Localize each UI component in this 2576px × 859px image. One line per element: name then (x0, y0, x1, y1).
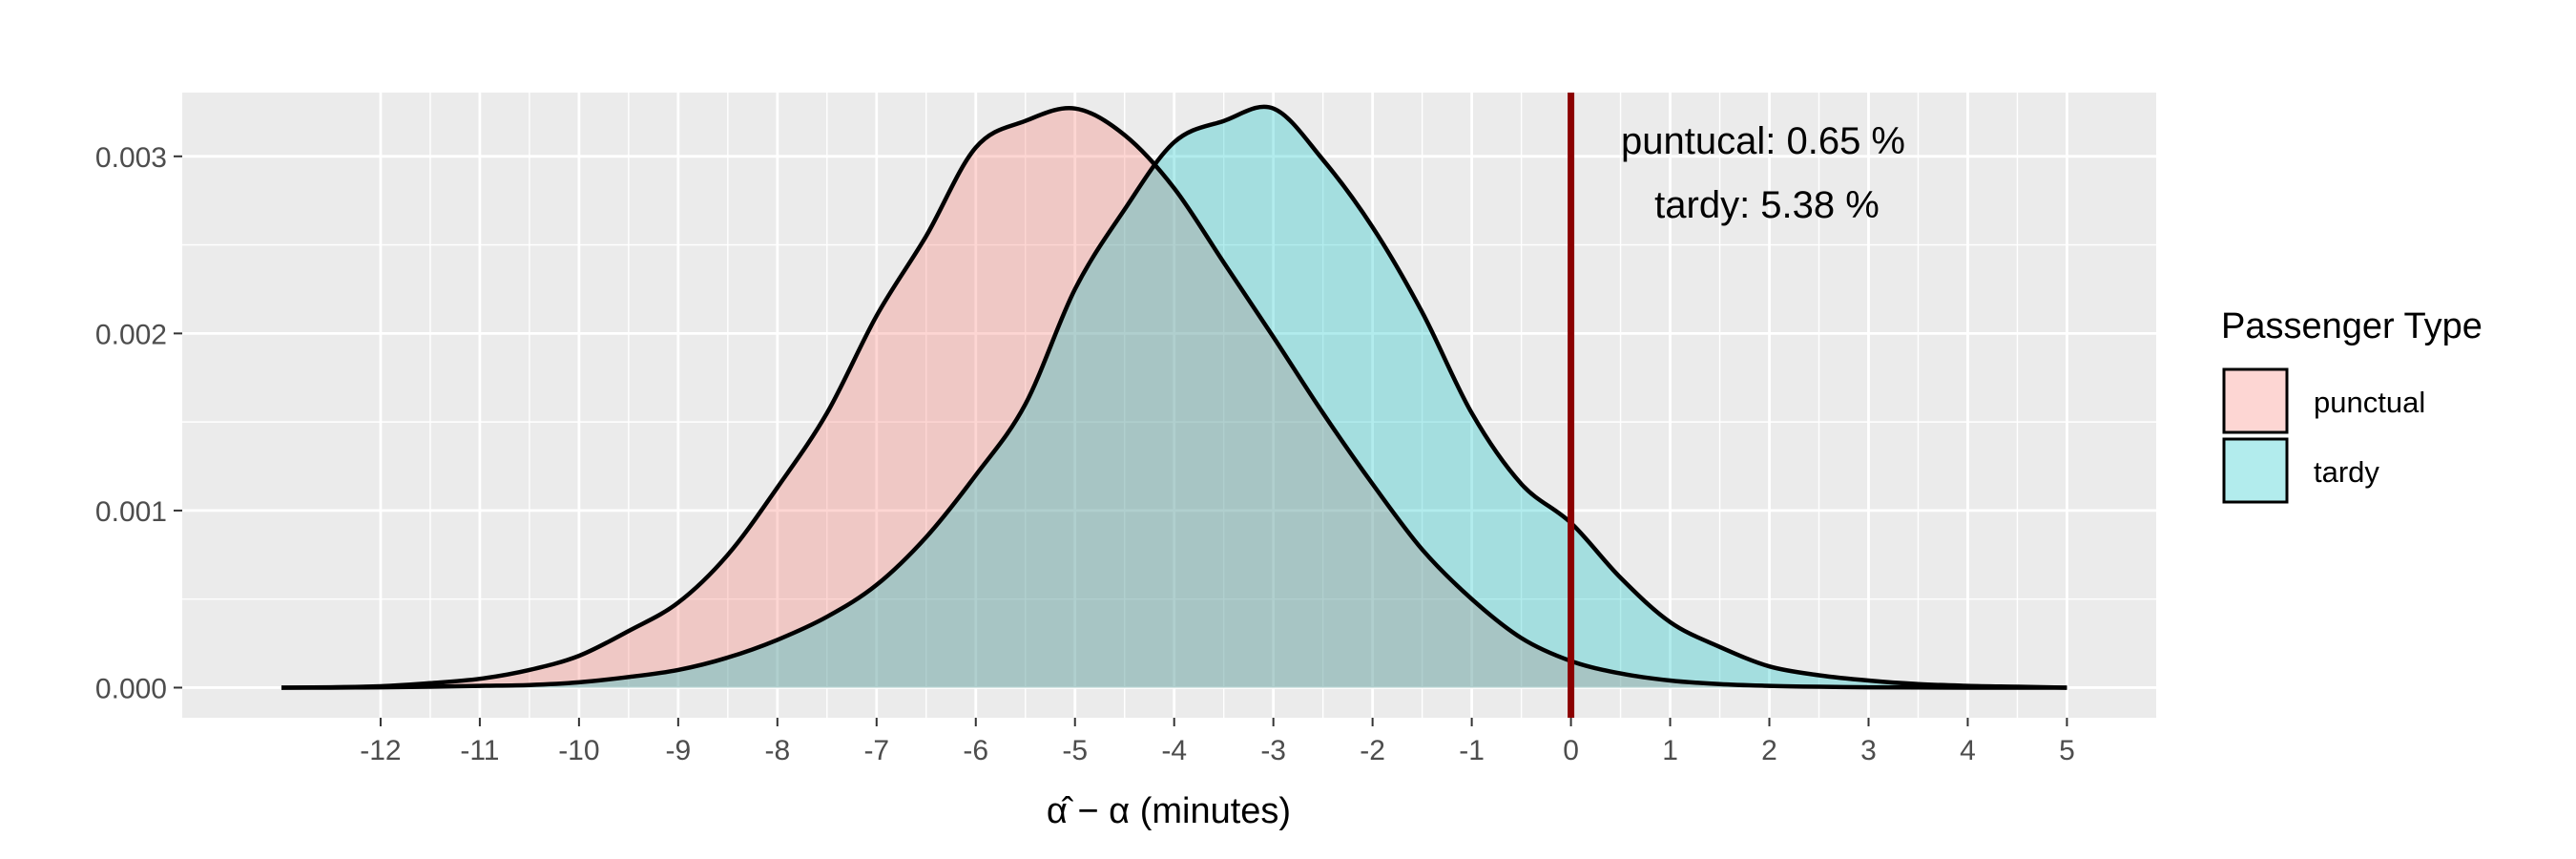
legend-key-tardy (2222, 437, 2289, 504)
legend-label-punctual: punctual (2314, 386, 2425, 419)
density-area-tardy (281, 106, 2067, 688)
legend-title: Passenger Type (2221, 306, 2483, 346)
x-tick-label: -7 (863, 735, 889, 766)
x-tick-label: -4 (1161, 735, 1187, 766)
density-line-tardy (281, 104, 2067, 690)
x-axis-title: α̂ − α (minutes) (1047, 791, 1291, 831)
panel-background (182, 93, 2156, 718)
minor-gridlines (182, 93, 2156, 718)
annotation-punctual: puntucal: 0.65 % (1621, 120, 1905, 162)
major-gridlines (182, 93, 2156, 718)
y-tick-label: 0.002 (95, 319, 167, 350)
x-tick-label: 1 (1662, 735, 1678, 766)
density-lines (280, 104, 2067, 690)
x-tick-label: 2 (1761, 735, 1777, 766)
legend-key-punctual (2222, 367, 2289, 434)
y-axis-ticks: 0.000 0.001 0.002 0.003 (95, 142, 182, 704)
x-tick-label: -1 (1459, 735, 1485, 766)
legend-label-tardy: tardy (2314, 455, 2379, 489)
x-tick-label: 4 (1960, 735, 1976, 766)
x-tick-label: -3 (1260, 735, 1286, 766)
x-tick-label: 0 (1563, 735, 1579, 766)
x-tick-label: -11 (460, 735, 499, 766)
y-tick-label: 0.001 (95, 496, 167, 528)
legend: Passenger Type punctual tardy (2221, 306, 2483, 504)
y-tick-label: 0.003 (95, 142, 167, 174)
y-tick-label: 0.000 (95, 673, 167, 704)
density-areas (281, 106, 2067, 688)
x-axis-ticks: -12 -11 -10 -9 -8 -7 -6 -5 -4 -3 -2 -1 0 1 2 3 4 5 (360, 718, 2075, 766)
x-tick-label: -2 (1360, 735, 1385, 766)
x-tick-label: 3 (1860, 735, 1877, 766)
x-tick-label: -8 (764, 735, 790, 766)
density-line-punctual (280, 106, 2067, 690)
x-tick-label: -6 (963, 735, 988, 766)
x-tick-label: 5 (2059, 735, 2075, 766)
x-tick-label: -12 (360, 735, 401, 766)
density-area-punctual (281, 108, 2067, 688)
x-tick-label: -5 (1062, 735, 1088, 766)
x-tick-label: -9 (666, 735, 692, 766)
x-tick-label: -10 (558, 735, 599, 766)
annotation-tardy: tardy: 5.38 % (1654, 184, 1880, 226)
